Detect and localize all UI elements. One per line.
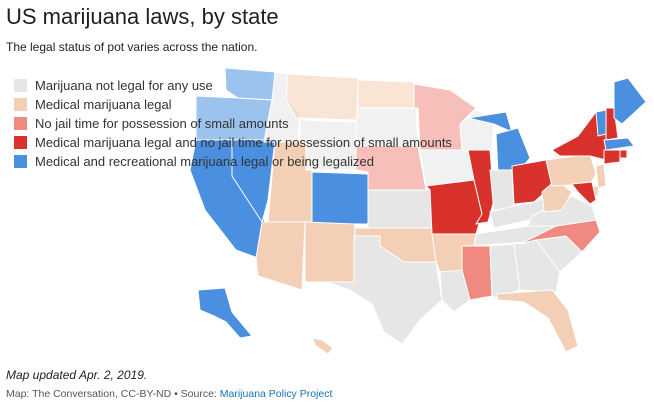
- state-arizona: [255, 221, 306, 291]
- legend-item-medical: Medical marijuana legal: [14, 95, 452, 114]
- state-maine: [613, 77, 647, 125]
- state-mississippi: [461, 245, 493, 301]
- credit-text: Map: The Conversation, CC-BY-ND • Source…: [6, 388, 220, 400]
- state-montana: [285, 73, 359, 121]
- state-indiana: [489, 169, 515, 213]
- state-alaska: [197, 287, 253, 339]
- state-florida: [495, 289, 579, 353]
- state-maryland: [571, 181, 597, 205]
- map-title: US marijuana laws, by state: [6, 4, 279, 29]
- legend-label: Marijuana not legal for any use: [35, 78, 213, 93]
- legend-swatch: [14, 136, 27, 149]
- legend-label: Medical marijuana legal and no jail time…: [35, 135, 452, 150]
- legend-swatch: [14, 98, 27, 111]
- state-connecticut: [603, 149, 621, 165]
- state-pennsylvania: [545, 153, 597, 187]
- state-illinois: [467, 149, 495, 225]
- state-colorado: [311, 171, 369, 225]
- state-vermont: [595, 109, 607, 137]
- legend-swatch: [14, 79, 27, 92]
- source-link[interactable]: Marijuana Policy Project: [219, 388, 333, 400]
- us-states-map: [189, 67, 647, 355]
- legend-swatch: [14, 155, 27, 168]
- legend-label: No jail time for possession of small amo…: [35, 116, 289, 131]
- legend-item-not-legal: Marijuana not legal for any use: [14, 76, 452, 95]
- legend: Marijuana not legal for any use Medical …: [14, 76, 452, 171]
- state-new-jersey: [595, 163, 607, 189]
- state-texas: [325, 235, 443, 345]
- state-new-mexico: [304, 221, 356, 283]
- legend-swatch: [14, 117, 27, 130]
- map-subtitle: The legal status of pot varies across th…: [6, 40, 258, 54]
- state-rhode-island: [619, 149, 628, 159]
- state-hawaii: [311, 337, 334, 355]
- source-credit: Map: The Conversation, CC-BY-ND • Source…: [6, 388, 332, 400]
- state-missouri: [425, 179, 483, 235]
- legend-item-recreational: Medical and recreational marijuana legal…: [14, 152, 452, 171]
- update-note: Map updated Apr. 2, 2019.: [6, 368, 148, 382]
- state-kansas: [367, 189, 433, 229]
- legend-label: Medical and recreational marijuana legal…: [35, 154, 374, 169]
- legend-item-no-jail: No jail time for possession of small amo…: [14, 114, 452, 133]
- state-massachusetts: [603, 137, 635, 151]
- state-louisiana: [439, 269, 471, 313]
- legend-item-medical-no-jail: Medical marijuana legal and no jail time…: [14, 133, 452, 152]
- legend-label: Medical marijuana legal: [35, 97, 172, 112]
